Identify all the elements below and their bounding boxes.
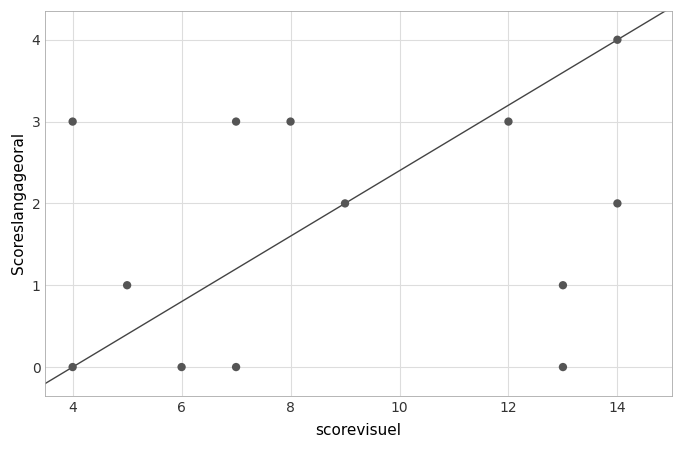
Y-axis label: Scoreslangageoral: Scoreslangageoral xyxy=(11,132,26,274)
Point xyxy=(285,118,296,125)
Point xyxy=(557,282,568,289)
Point xyxy=(503,118,514,125)
Point xyxy=(557,363,568,370)
Point xyxy=(67,118,78,125)
Point xyxy=(612,200,623,207)
Point xyxy=(122,282,133,289)
Point xyxy=(612,36,623,44)
Point xyxy=(231,363,242,370)
Point xyxy=(67,363,78,370)
Point xyxy=(339,200,350,207)
X-axis label: scorevisuel: scorevisuel xyxy=(316,423,402,438)
Point xyxy=(231,118,242,125)
Point xyxy=(176,363,187,370)
